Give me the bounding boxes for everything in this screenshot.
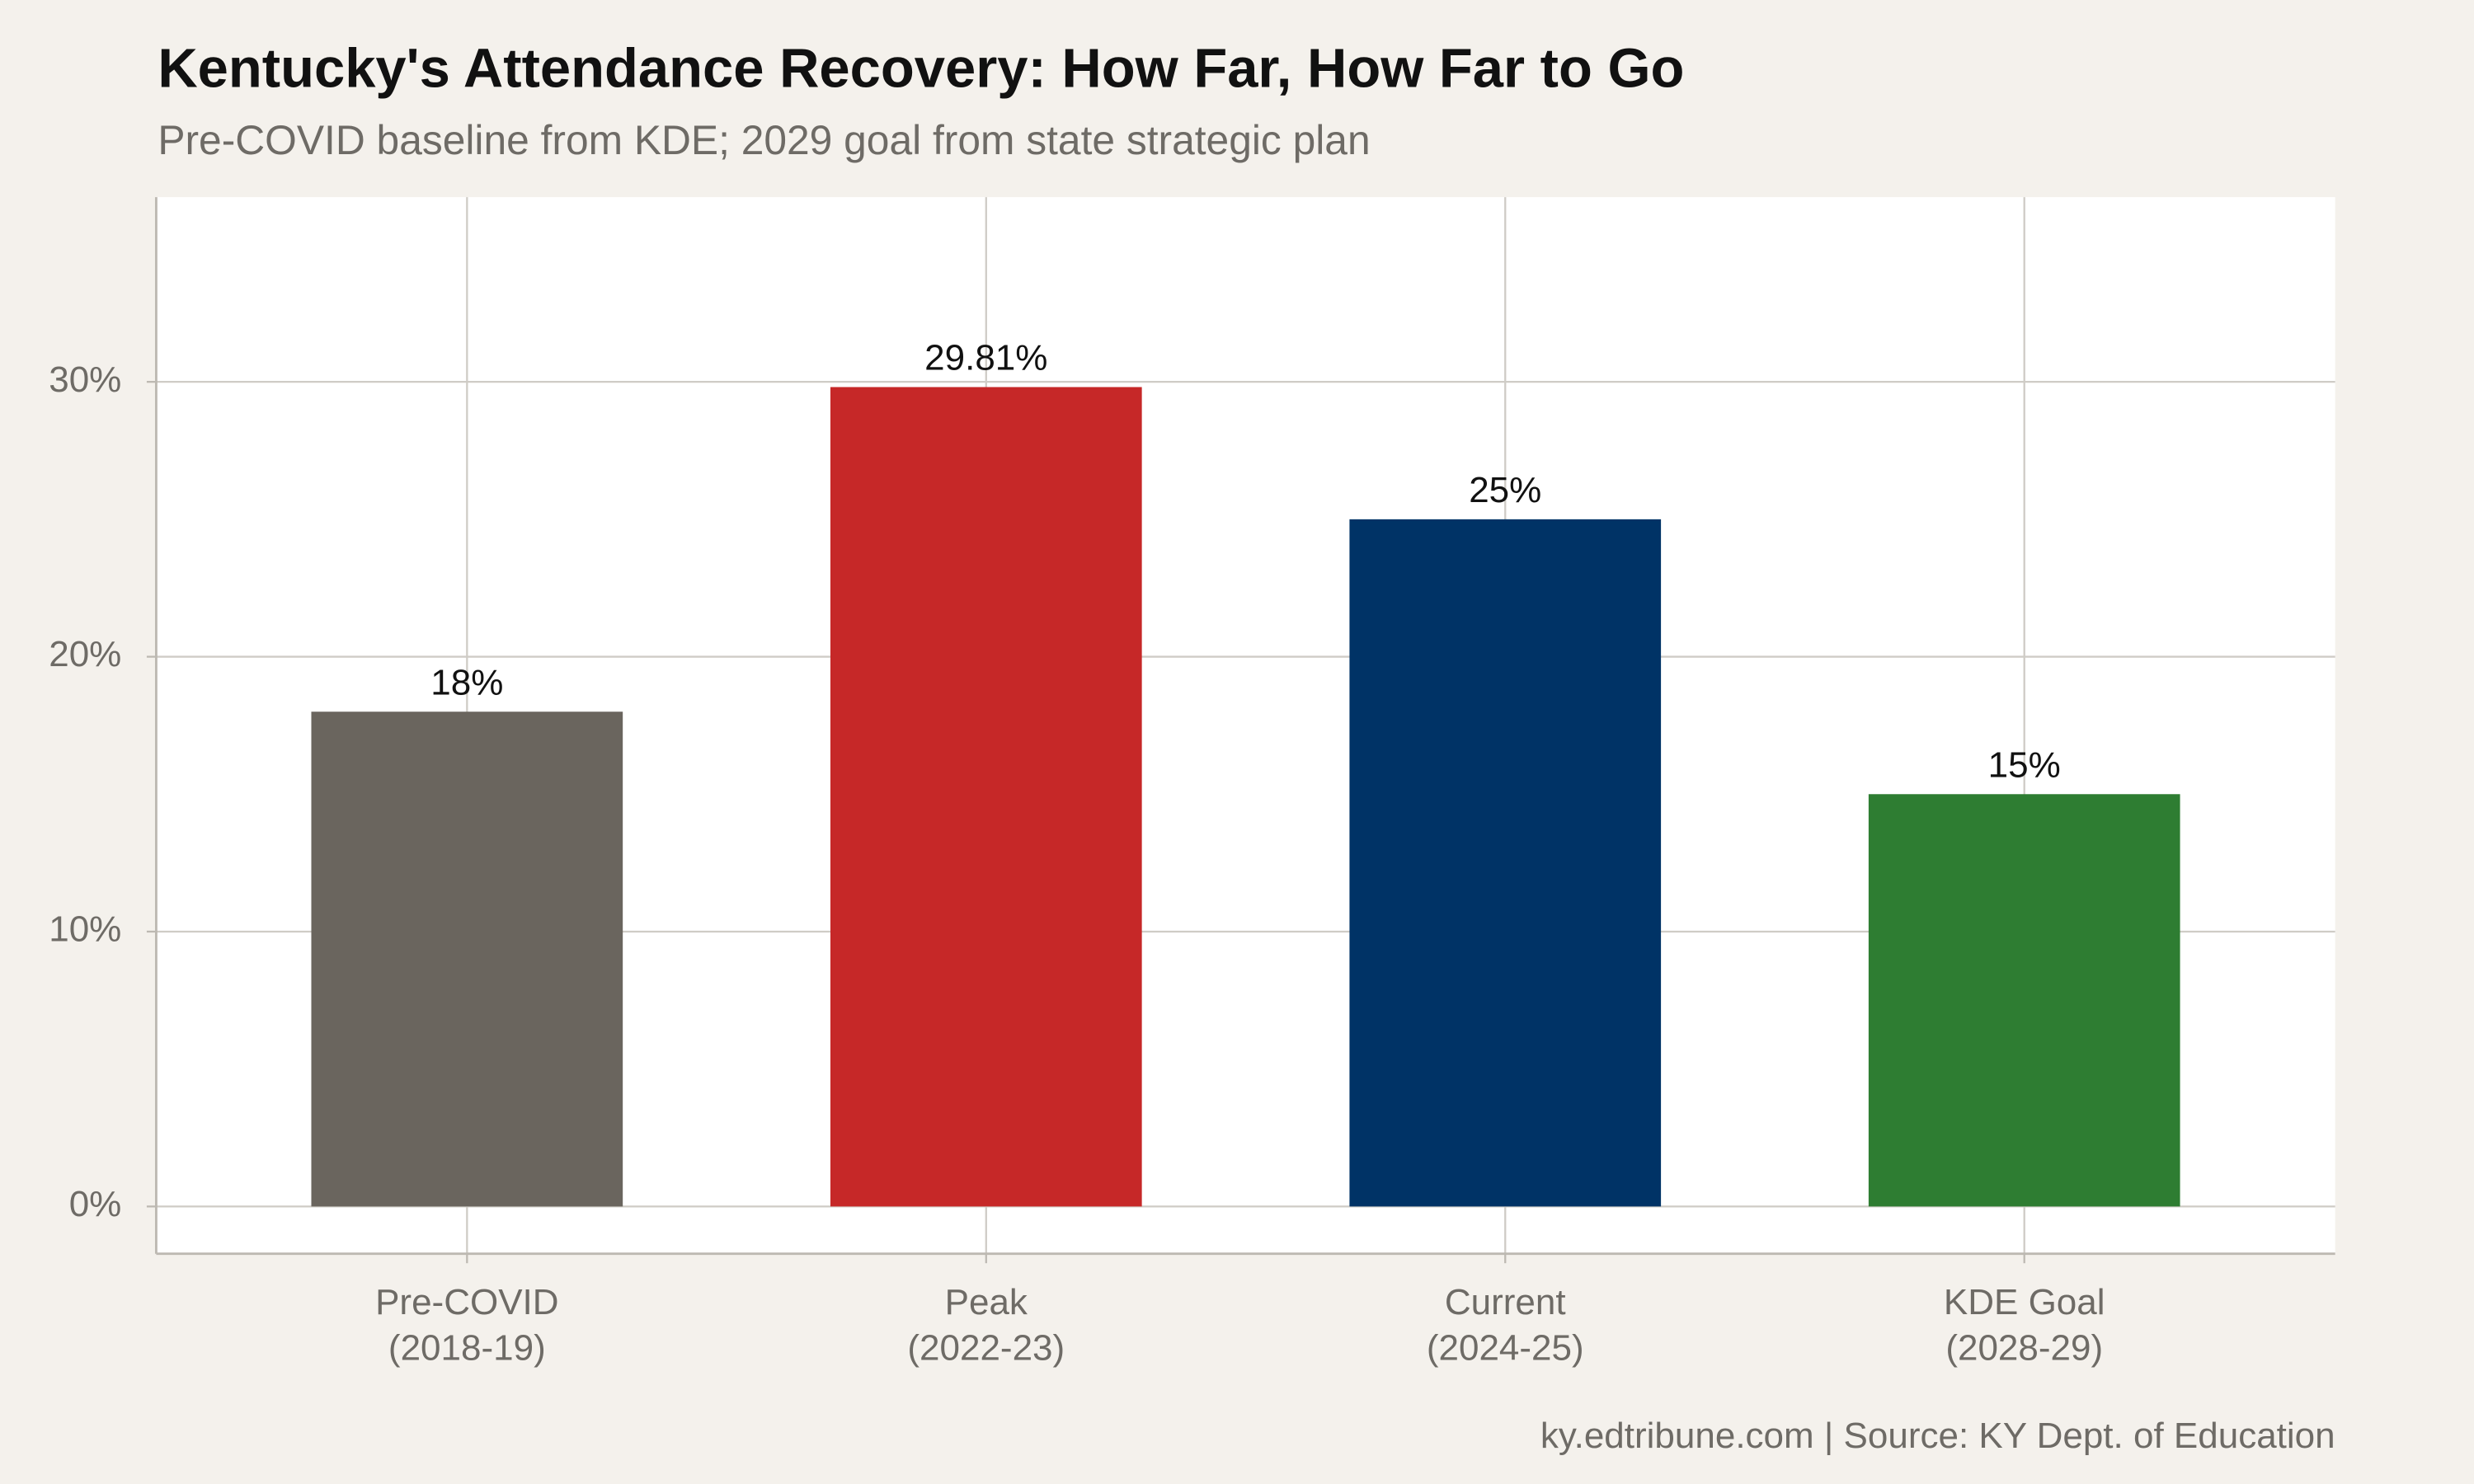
x-tick-label: KDE Goal (2028-29) [1944,1282,2105,1368]
y-tick-label: 0% [69,1184,122,1224]
x-tick-label-line: KDE Goal [1944,1282,2105,1322]
x-tick-label: Pre-COVID (2018-19) [375,1282,559,1368]
chart-subtitle: Pre-COVID baseline from KDE; 2029 goal f… [158,117,1370,163]
x-tick-label: Current (2024-25) [1427,1282,1584,1368]
value-label: 18% [430,662,503,702]
bar [830,387,1142,1207]
bar [1868,794,2180,1207]
value-label: 15% [1988,744,2061,785]
caption: ky.edtribune.com | Source: KY Dept. of E… [1540,1416,2335,1456]
x-tick-label-line: Current [1445,1282,1566,1322]
x-tick-label-line: (2024-25) [1427,1327,1584,1368]
x-tick-label-line: (2022-23) [907,1327,1065,1368]
chart-title: Kentucky's Attendance Recovery: How Far,… [158,38,1684,100]
bar [311,711,623,1207]
y-tick-label: 30% [49,359,121,400]
value-label: 29.81% [924,338,1047,378]
x-tick-label-line: (2028-29) [1945,1327,2103,1368]
bar [1349,519,1662,1207]
y-tick-label: 10% [49,909,121,950]
value-label: 25% [1469,470,1541,510]
x-tick-label-line: Pre-COVID [375,1282,559,1322]
x-tick-label-line: Peak [945,1282,1028,1322]
x-tick-label: Peak (2022-23) [907,1282,1065,1368]
x-tick-label-line: (2018-19) [388,1327,546,1368]
y-tick-label: 20% [49,634,121,674]
